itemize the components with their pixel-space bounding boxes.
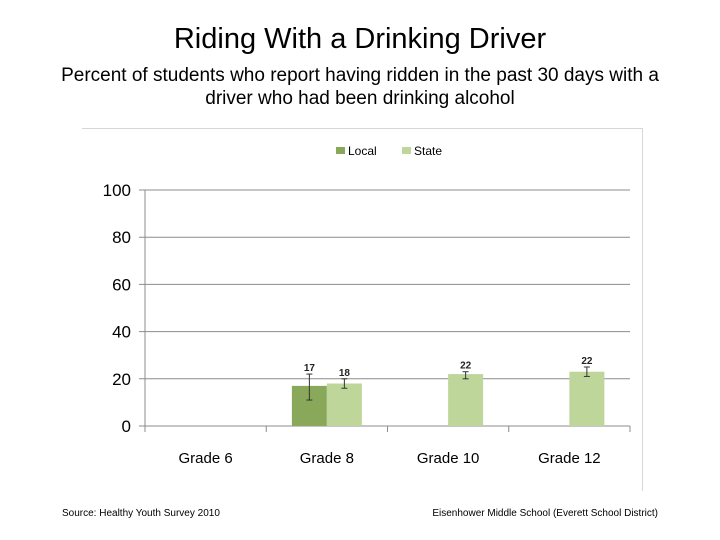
chart-grid bbox=[139, 189, 630, 427]
legend-label-local: Local bbox=[348, 144, 377, 158]
x-tick-label: Grade 10 bbox=[417, 450, 480, 467]
bar-state bbox=[326, 383, 362, 426]
footer-source: Source: Healthy Youth Survey 2010 bbox=[62, 508, 220, 519]
y-tick-label: 20 bbox=[112, 370, 131, 389]
data-label: 17 bbox=[304, 363, 316, 374]
legend-label-state: State bbox=[414, 144, 442, 158]
chart-bars: 17 18 22 22 bbox=[291, 356, 605, 426]
y-tick-label: 80 bbox=[112, 228, 131, 247]
bar-state bbox=[569, 371, 605, 426]
y-tick-label: 40 bbox=[112, 323, 131, 342]
bar-state bbox=[448, 374, 484, 426]
y-tick-label: 0 bbox=[122, 417, 131, 436]
data-label: 22 bbox=[460, 361, 472, 372]
x-tick-label: Grade 12 bbox=[538, 450, 601, 467]
y-axis: 0 20 40 60 80 100 bbox=[103, 181, 146, 436]
legend-swatch-state bbox=[402, 147, 411, 154]
chart-frame bbox=[82, 128, 643, 491]
x-axis: Grade 6 Grade 8 Grade 10 Grade 12 bbox=[144, 426, 631, 467]
footer-school: Eisenhower Middle School (Everett School… bbox=[432, 508, 658, 519]
page-subtitle: Percent of students who report having ri… bbox=[61, 65, 659, 109]
x-tick-label: Grade 8 bbox=[300, 450, 354, 467]
chart-legend: Local State bbox=[336, 144, 442, 158]
legend-swatch-local bbox=[336, 147, 345, 154]
y-tick-label: 60 bbox=[112, 275, 131, 294]
x-tick-label: Grade 6 bbox=[179, 450, 233, 467]
data-label: 22 bbox=[581, 356, 593, 367]
page-title: Riding With a Drinking Driver bbox=[173, 23, 547, 55]
data-label: 18 bbox=[339, 368, 351, 379]
y-tick-label: 100 bbox=[103, 181, 131, 200]
